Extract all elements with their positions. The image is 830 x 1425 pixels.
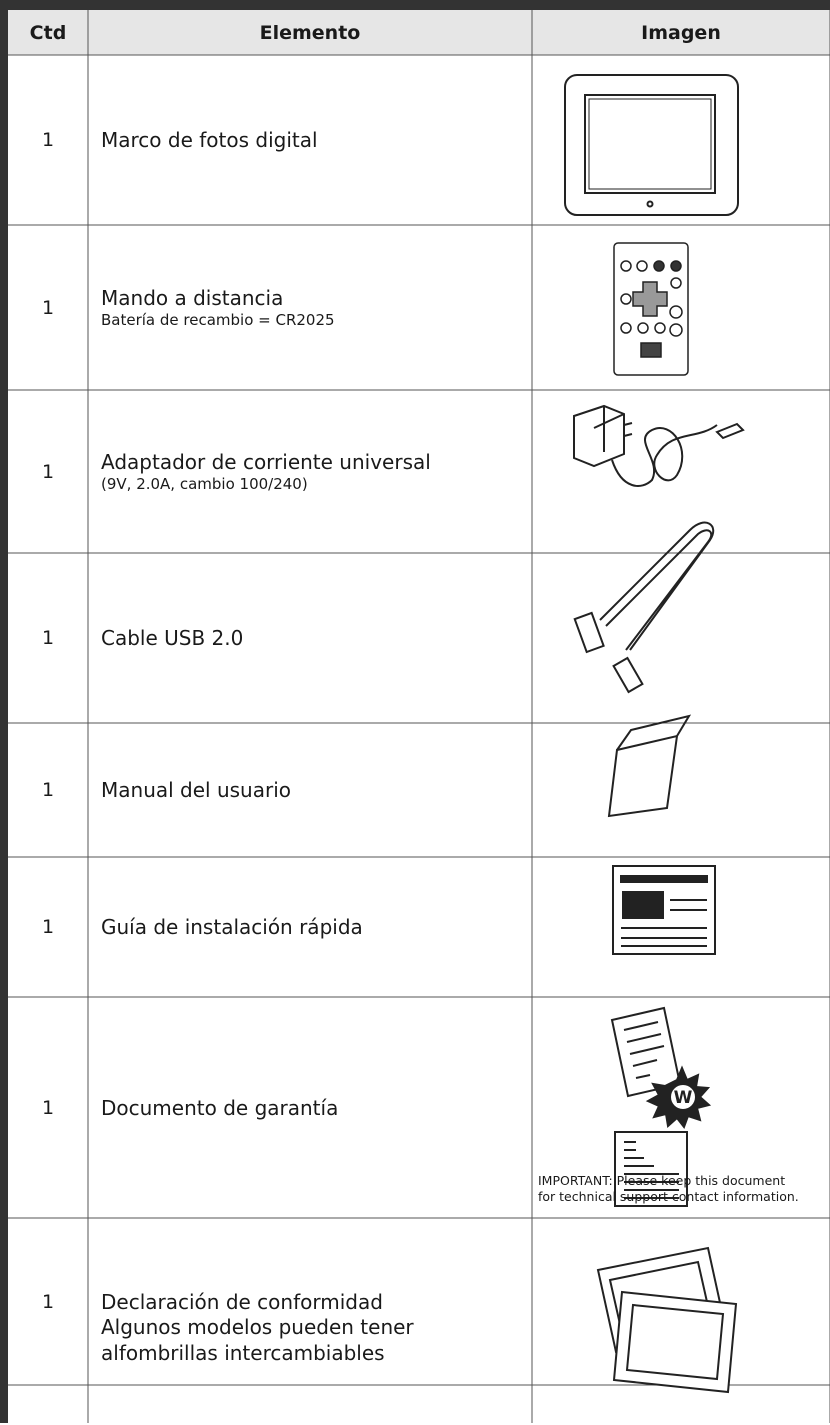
header-cell: Ctd <box>8 10 88 55</box>
item-name: Adaptador de corriente universal <box>101 449 431 474</box>
qty-cell: 1 <box>8 1218 88 1385</box>
item-name: Cable USB 2.0 <box>101 626 244 650</box>
item-cell: Algunos modelos pueden tener alfombrillas… <box>88 1255 532 1425</box>
icon-remote <box>613 242 689 376</box>
item-cell: Manual del usuario <box>88 723 532 857</box>
item-cell: Guía de instalación rápida <box>88 857 532 997</box>
qty-cell: 1 <box>8 857 88 997</box>
left-border <box>0 0 8 1423</box>
top-border <box>0 0 830 10</box>
qty-cell: 1 <box>8 390 88 553</box>
header-text: Elemento <box>259 21 361 44</box>
qty: 1 <box>41 1290 55 1313</box>
item-note: Batería de recambio = CR2025 <box>101 310 335 329</box>
item-line: Algunos modelos pueden tener <box>101 1315 414 1339</box>
qty-cell: 1 <box>8 997 88 1218</box>
qty-cell: 1 <box>8 225 88 390</box>
caption-line: IMPORTANT: Please keep this document <box>538 1173 786 1189</box>
qty: 1 <box>41 916 55 938</box>
grid <box>8 10 830 1423</box>
item-name: Mando a distancia <box>101 285 284 310</box>
qty: 1 <box>41 460 55 483</box>
qty-cell: 1 <box>8 553 88 723</box>
icon-usb-cable <box>573 521 715 694</box>
item-name: Documento de garantía <box>101 1095 339 1120</box>
icon-manual <box>607 714 692 818</box>
item-name: Manual del usuario <box>101 778 291 802</box>
header-text: Ctd <box>29 21 67 44</box>
qty: 1 <box>41 296 55 319</box>
caption-line: for technical support contact informatio… <box>538 1189 799 1204</box>
item-cell: Marco de fotos digital <box>88 55 532 225</box>
item-cell: Adaptador de corriente universal (9V, 2.0… <box>88 390 532 553</box>
header-text: Imagen <box>641 21 721 44</box>
item-cell: Cable USB 2.0 <box>88 553 532 723</box>
header-cell: Elemento <box>88 10 532 55</box>
item-cell: Declaración de conformidad <box>88 1218 532 1385</box>
qty-cell: 1 <box>8 55 88 225</box>
icon-quick-guide <box>612 865 716 955</box>
item-name: Guía de instalación rápida <box>101 915 363 939</box>
qty: 1 <box>41 779 55 801</box>
qty: 1 <box>41 129 55 151</box>
icon-mats <box>596 1246 738 1394</box>
item-name: Declaración de conformidad <box>101 1289 383 1314</box>
header-bg <box>8 10 830 55</box>
icon-adapter <box>573 404 745 487</box>
icon-declaration <box>614 1131 688 1207</box>
qty: 1 <box>41 627 55 649</box>
image-caption: IMPORTANT: Please keep this document for … <box>538 1168 830 1210</box>
qty-cell: 1 <box>8 723 88 857</box>
icon-warranty: W <box>610 1006 712 1130</box>
svg-text:W: W <box>674 1088 693 1108</box>
item-line: alfombrillas intercambiables <box>101 1341 385 1365</box>
header-cell: Imagen <box>532 10 830 55</box>
item-cell: Documento de garantía <box>88 997 532 1218</box>
icon-photo-frame <box>564 74 739 216</box>
qty: 1 <box>41 1096 55 1119</box>
item-cell: Mando a distancia Batería de recambio = C… <box>88 225 532 390</box>
item-note: (9V, 2.0A, cambio 100/240) <box>101 474 308 493</box>
item-name: Marco de fotos digital <box>101 128 318 152</box>
